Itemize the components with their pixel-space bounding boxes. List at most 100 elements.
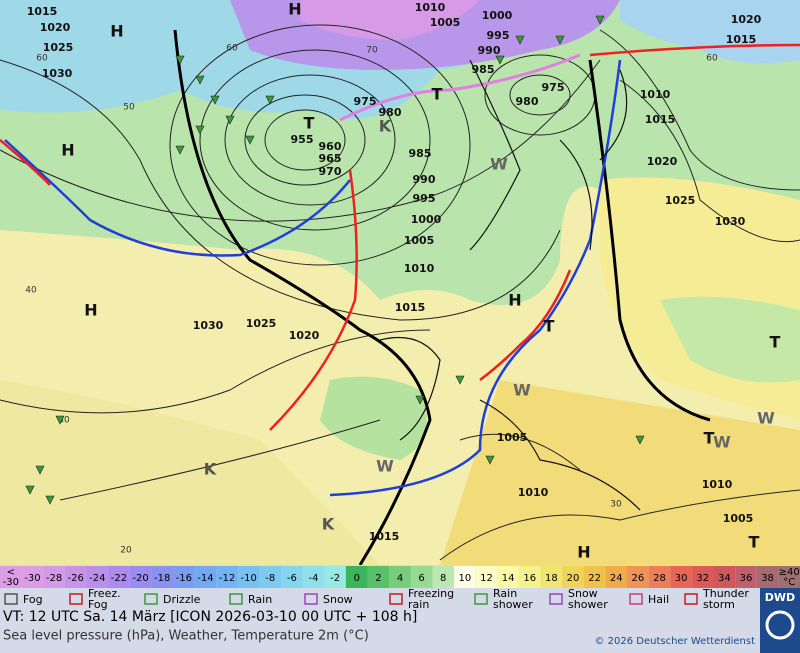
pressure-center: T xyxy=(770,333,781,352)
map-description: Sea level pressure (hPa), Weather, Tempe… xyxy=(3,629,369,644)
weather-symbol xyxy=(35,465,45,475)
isotherm-label: 30 xyxy=(610,500,622,510)
pressure-label: 1015 xyxy=(27,5,58,18)
scale-cell xyxy=(713,566,736,588)
warm-front xyxy=(479,43,800,381)
copyright: © 2026 Deutscher Wetterdienst xyxy=(594,636,755,647)
weather-symbol xyxy=(515,35,525,45)
scale-cell xyxy=(259,566,282,588)
pressure-label: 1015 xyxy=(645,113,676,126)
pressure-center: T xyxy=(432,85,443,104)
pressure-center: K xyxy=(322,515,335,534)
scale-label: 4 xyxy=(397,573,403,584)
scale-cell xyxy=(281,566,303,588)
scale-cell xyxy=(432,566,455,588)
scale-cell xyxy=(324,566,346,588)
scale-label: 28 xyxy=(653,573,666,584)
weather-icon xyxy=(229,593,243,605)
scale-label: 8 xyxy=(440,573,446,584)
weather-legend-label: Snow xyxy=(323,593,353,606)
scale-cell xyxy=(605,566,628,588)
weather-icon xyxy=(4,593,18,605)
scale-label: 36 xyxy=(740,573,753,584)
valid-time: VT: 12 UTC Sa. 14 März [ICON 2026-03-10 … xyxy=(3,609,417,625)
scale-label: -6 xyxy=(287,573,297,584)
weather-legend-label: shower xyxy=(568,598,608,611)
scale-label: 26 xyxy=(631,573,644,584)
weather-symbol xyxy=(455,375,465,385)
scale-label: -24 xyxy=(89,573,105,584)
isotherm-label: 60 xyxy=(226,44,238,54)
pressure-label: 1010 xyxy=(404,262,435,275)
isotherm-label: 20 xyxy=(120,546,132,556)
scale-label: -14 xyxy=(197,573,213,584)
weather-symbol xyxy=(245,135,255,145)
pressure-center: H xyxy=(110,22,123,41)
scale-cell xyxy=(454,566,476,588)
scale-label: 38 xyxy=(761,573,774,584)
dwd-logo-swirl xyxy=(765,610,795,640)
scale-label: 6 xyxy=(418,573,424,584)
pressure-label: 1025 xyxy=(665,194,696,207)
weather-symbol xyxy=(595,15,605,25)
weather-symbol xyxy=(175,55,185,65)
weather-symbol xyxy=(225,115,235,125)
pressure-label: 985 xyxy=(409,147,432,160)
weather-icon xyxy=(144,593,158,605)
pressure-center: W xyxy=(513,381,531,400)
weather-symbol xyxy=(55,415,65,425)
scale-cell xyxy=(648,566,671,588)
pressure-center: T xyxy=(304,114,315,133)
scale-label: -26 xyxy=(68,573,84,584)
pressure-label: 955 xyxy=(291,133,314,146)
scale-cell xyxy=(108,566,130,588)
weather-icon xyxy=(629,593,643,605)
scale-label: 0 xyxy=(354,573,360,584)
scale-cell xyxy=(302,566,325,588)
pressure-center: H xyxy=(288,0,301,19)
scale-low-label: -30 xyxy=(3,577,19,588)
scale-low-label: < xyxy=(7,567,15,578)
scale-high-label: ≥40 xyxy=(779,567,800,578)
pressure-label: 1025 xyxy=(43,41,74,54)
scale-cell xyxy=(627,566,649,588)
scale-label: -18 xyxy=(154,573,170,584)
scale-label: 34 xyxy=(718,573,731,584)
pressure-center: W xyxy=(376,457,394,476)
weather-legend-label: Drizzle xyxy=(163,593,201,606)
scale-label: -2 xyxy=(330,573,340,584)
scale-label: 20 xyxy=(567,573,580,584)
weather-icon xyxy=(549,593,563,605)
scale-label: 16 xyxy=(523,573,536,584)
pressure-center: H xyxy=(508,291,521,310)
scale-label: -10 xyxy=(240,573,256,584)
pressure-label: 1010 xyxy=(702,478,733,491)
weather-symbol xyxy=(495,55,505,65)
pressure-label: 1020 xyxy=(647,155,678,168)
weather-icon xyxy=(474,593,488,605)
weather-legend-label: rain xyxy=(408,598,429,611)
scale-label: -28 xyxy=(46,573,62,584)
scale-cell xyxy=(172,566,195,588)
temperature-zone xyxy=(620,0,800,64)
weather-legend-label: Hail xyxy=(648,593,669,606)
pressure-label: 1010 xyxy=(640,88,671,101)
pressure-label: 1005 xyxy=(723,512,754,525)
weather-legend-label: Freezing xyxy=(408,587,454,600)
scale-cell xyxy=(0,566,22,588)
scale-label: 12 xyxy=(480,573,493,584)
weather-symbol xyxy=(195,125,205,135)
weather-icon xyxy=(304,593,318,605)
pressure-center: K xyxy=(379,117,392,136)
pressure-center: T xyxy=(704,429,715,448)
coastline xyxy=(379,59,641,511)
isotherm-label: 60 xyxy=(36,54,48,64)
pressure-label: 980 xyxy=(379,106,402,119)
pressure-label: 1020 xyxy=(731,13,762,26)
pressure-label: 1020 xyxy=(289,329,320,342)
weather-symbol xyxy=(485,455,495,465)
scale-label: -22 xyxy=(111,573,127,584)
scale-cell xyxy=(756,566,779,588)
pressure-label: 1030 xyxy=(715,215,746,228)
